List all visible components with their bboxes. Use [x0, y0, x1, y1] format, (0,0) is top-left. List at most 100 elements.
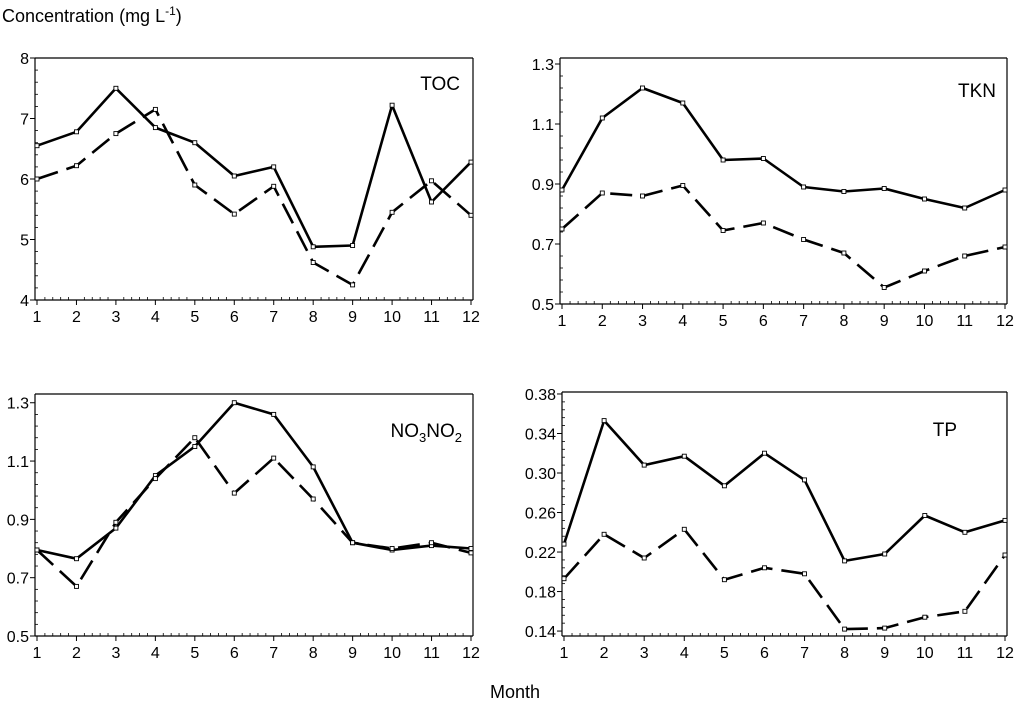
no3no2-series-dashed-point	[35, 548, 39, 552]
toc-series-solid-point	[311, 245, 315, 249]
toc-panel-label: TOC	[420, 74, 460, 95]
tp-series-dashed-point	[803, 572, 807, 576]
tp-series-dashed-line	[564, 529, 1005, 629]
tp-series-solid-point	[843, 559, 847, 563]
tkn-x-tick-label: 5	[719, 313, 728, 330]
y-axis-label-superscript: -1	[165, 4, 176, 18]
tkn-series-solid-point	[600, 116, 604, 120]
tkn-x-tick-label: 7	[799, 313, 808, 330]
toc-series-solid-point	[75, 130, 79, 134]
tp-x-tick-label: 1	[560, 645, 569, 662]
no3no2-panel-label: NO3NO2	[391, 421, 462, 445]
tp-y-tick-label: 0.18	[525, 585, 556, 602]
toc-series-solid-point	[390, 103, 394, 107]
tkn-x-tick-label: 6	[759, 313, 768, 330]
no3no2-x-tick-label: 8	[309, 645, 318, 662]
no3no2-x-tick-label: 12	[462, 645, 480, 662]
toc-series-solid-point	[272, 165, 276, 169]
no3no2-series-dashed-point	[351, 541, 355, 545]
y-axis-label: Concentration (mg L-1)	[2, 4, 182, 26]
tkn-x-tick-label: 1	[558, 313, 567, 330]
tkn-x-tick-label: 3	[638, 313, 647, 330]
toc-x-tick-label: 12	[462, 309, 480, 326]
toc-y-tick-label: 7	[20, 112, 29, 129]
tkn-series-solid-point	[641, 86, 645, 90]
tp-series-solid-point	[682, 454, 686, 458]
tp-x-tick-label: 3	[640, 645, 649, 662]
tp-series-dashed-point	[883, 626, 887, 630]
tkn-series-dashed-point	[882, 286, 886, 290]
toc-series-solid-point	[153, 126, 157, 130]
toc-series-dashed-point	[75, 164, 79, 168]
tkn-x-tick-label: 8	[839, 313, 848, 330]
tp-x-tick-label: 6	[760, 645, 769, 662]
no3no2-series-dashed-line	[37, 438, 471, 587]
tp-x-tick-label: 8	[840, 645, 849, 662]
tkn-series-dashed-point	[761, 221, 765, 225]
no3no2-series-solid-point	[311, 465, 315, 469]
no3no2-series-solid-point	[272, 412, 276, 416]
no3no2-x-tick-label: 5	[190, 645, 199, 662]
tkn-series-dashed-point	[560, 227, 564, 231]
tkn-x-tick-label: 2	[598, 313, 607, 330]
toc-series-dashed-point	[351, 283, 355, 287]
toc-series-solid-point	[351, 244, 355, 248]
toc-y-tick-label: 8	[20, 51, 29, 68]
tkn-y-tick-label: 0.7	[532, 237, 554, 254]
tp-series-solid-point	[963, 530, 967, 534]
tkn-panel-label: TKN	[958, 81, 996, 102]
no3no2-y-tick-label: 1.1	[7, 454, 29, 471]
toc-y-tick-label: 4	[20, 293, 29, 310]
tkn-series-dashed-point	[721, 229, 725, 233]
tp-x-tick-label: 4	[680, 645, 689, 662]
tkn-series-solid-point	[681, 101, 685, 105]
tp-series-dashed-point	[923, 615, 927, 619]
tkn-x-tick-label: 9	[880, 313, 889, 330]
toc-x-tick-label: 9	[348, 309, 357, 326]
tkn-series-dashed-point	[923, 269, 927, 273]
tkn-series-dashed-point	[802, 238, 806, 242]
y-axis-label-close: )	[176, 6, 182, 26]
tp-y-tick-label: 0.30	[525, 466, 556, 483]
no3no2-series-dashed-point	[75, 584, 79, 588]
chart-panel-tp: 1 2 3 4 5 6 7 8 9 10 11 120.140.180.220.260.300.340…	[525, 387, 1014, 662]
no3no2-x-tick-label: 11	[423, 645, 440, 662]
no3no2-x-tick-label: 6	[230, 645, 239, 662]
tp-series-solid-point	[763, 451, 767, 455]
figure: Concentration (mg L-1) Month 1 2 3 4 5 6 7 8 9 10…	[0, 0, 1024, 702]
y-axis-label-text: Concentration (mg L	[2, 6, 165, 26]
no3no2-series-solid-point	[75, 557, 79, 561]
no3no2-y-tick-label: 0.9	[7, 512, 29, 529]
tp-y-tick-label: 0.34	[525, 426, 556, 443]
no3no2-series-dashed-point	[153, 477, 157, 481]
no3no2-series-dashed-point	[311, 497, 315, 501]
no3no2-series-solid-point	[193, 445, 197, 449]
toc-series-dashed-point	[311, 261, 315, 265]
toc-series-solid-point	[114, 86, 118, 90]
tp-x-tick-label: 12	[996, 645, 1014, 662]
no3no2-y-tick-label: 0.5	[7, 629, 29, 646]
tkn-x-tick-label: 11	[956, 313, 973, 330]
tkn-x-tick-label: 10	[916, 313, 934, 330]
toc-series-dashed-point	[153, 107, 157, 111]
toc-series-dashed-point	[193, 183, 197, 187]
tp-series-solid-point	[562, 542, 566, 546]
no3no2-x-tick-label: 1	[33, 645, 42, 662]
tkn-series-solid-point	[721, 158, 725, 162]
x-axis-label: Month	[490, 682, 540, 702]
toc-series-dashed-point	[430, 179, 434, 183]
no3no2-panel-label-part: NO	[391, 421, 420, 442]
tp-x-tick-label: 5	[720, 645, 729, 662]
no3no2-panel-label-part: 2	[455, 430, 462, 445]
toc-x-tick-label: 1	[33, 309, 42, 326]
tp-panel-label: TP	[933, 420, 957, 441]
toc-series-solid-point	[469, 160, 473, 164]
toc-x-tick-label: 11	[423, 309, 440, 326]
no3no2-series-dashed-point	[232, 491, 236, 495]
tp-series-dashed-point	[963, 609, 967, 613]
toc-y-tick-label: 6	[20, 172, 29, 189]
tp-series-dashed-point	[843, 627, 847, 631]
toc-panel-label-part: TOC	[420, 74, 460, 95]
